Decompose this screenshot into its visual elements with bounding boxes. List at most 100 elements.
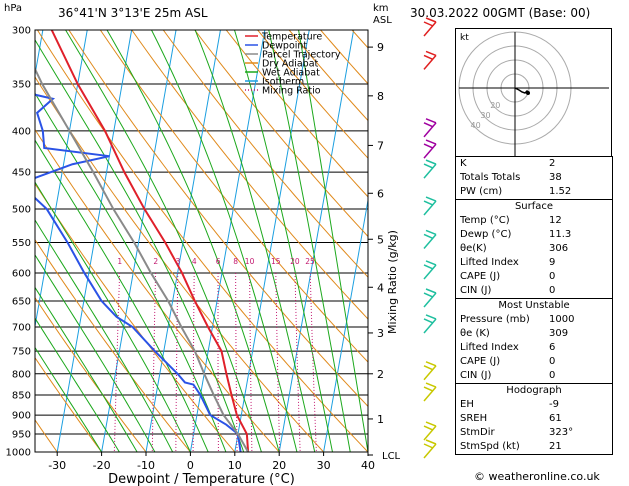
mixing-ratio-line: [249, 272, 253, 452]
dry-adiabat-line: [257, 30, 368, 159]
mixing-ratio-label: 15: [271, 257, 281, 266]
wind-barb: [423, 196, 437, 216]
surface-title: Surface: [514, 201, 554, 212]
stat-row: Pressure (mb) 1000: [456, 313, 612, 327]
dewpoint-series: [35, 93, 242, 452]
stat-value: 6: [549, 342, 556, 353]
pressure-tick-label: 750: [12, 347, 31, 358]
wet-adiabat-line: [298, 30, 368, 452]
dry-adiabat-line: [99, 30, 368, 363]
stat-row: PW (cm) 1.52: [456, 185, 612, 199]
mixing-ratio-label: 2: [153, 257, 158, 266]
dry-adiabat-line: [68, 30, 368, 408]
wind-barb: [423, 50, 437, 70]
most-unstable-title: Most Unstable: [498, 300, 570, 311]
wet-adiabat-line: [106, 30, 280, 452]
mixing-ratio-label: 8: [233, 257, 238, 266]
x-axis-label: Dewpoint / Temperature (°C): [108, 472, 295, 486]
wet-adiabat-line: [194, 30, 316, 452]
pressure-tick-label: 350: [12, 80, 31, 91]
wind-barb: [423, 421, 437, 441]
dry-adiabat-line: [35, 182, 236, 452]
mixing-ratio-line: [113, 272, 121, 452]
stat-label: StmSpd (kt): [460, 441, 520, 452]
mixing-ratio-axis-label: Mixing Ratio (g/kg): [386, 230, 399, 334]
stat-label: CAPE (J): [460, 271, 501, 282]
stat-label: Temp (°C): [460, 215, 510, 226]
stat-label: CIN (J): [460, 285, 492, 296]
location-label: 36°41'N 3°13'E 25m ASL: [58, 6, 208, 20]
hodograph-ring-label: 40: [471, 121, 481, 130]
hodograph-ring-label: 30: [480, 111, 490, 120]
pressure-tick-label: 400: [12, 126, 31, 137]
wet-adiabat-line: [35, 254, 156, 452]
pressure-tick-label: 1000: [6, 448, 31, 459]
mixing-ratio-label: 20: [290, 257, 300, 266]
pressure-tick-label: 600: [12, 268, 31, 279]
legend-entry: Isotherm: [262, 77, 304, 88]
wind-barb: [423, 361, 437, 381]
pressure-tick-label: 850: [12, 391, 31, 402]
stat-value: -9: [549, 399, 559, 410]
km-tick-label: 2: [377, 368, 384, 381]
mixing-ratio-line: [235, 272, 238, 452]
stat-value: 61: [549, 413, 562, 424]
isotherm-line: [189, 30, 266, 452]
stat-row: Totals Totals 38: [456, 171, 612, 185]
dry-adiabat-line: [36, 30, 368, 452]
x-tick-label: 20: [272, 459, 286, 472]
isotherm-line: [145, 30, 221, 452]
mixing-ratio-label: 3: [176, 257, 181, 266]
km-tick-label: 3: [377, 327, 384, 340]
pressure-tick-label: 800: [12, 369, 31, 380]
mixing-ratio-line: [192, 272, 195, 452]
pressure-tick-label: 650: [12, 297, 31, 308]
stat-row: StmDir 323°: [456, 426, 612, 440]
dry-adiabat-line: [35, 238, 191, 452]
stat-value: 1.52: [549, 186, 572, 197]
wind-barb: [423, 139, 437, 159]
mixing-ratio-label: 6: [216, 257, 221, 266]
stat-label: PW (cm): [460, 186, 503, 197]
km-tick-label: 9: [377, 41, 384, 54]
stat-label: CAPE (J): [460, 356, 501, 367]
mixing-ratio-line: [151, 272, 157, 452]
pressure-tick-label: 550: [12, 238, 31, 249]
pressure-tick-label: 500: [12, 205, 31, 216]
km-tick-label: 7: [377, 139, 384, 152]
stat-row: θe(K) 306: [456, 242, 612, 256]
dry-adiabat-line: [35, 128, 280, 452]
copyright-footer: © weatheronline.co.uk: [474, 470, 600, 483]
wet-adiabat-line: [65, 30, 262, 452]
km-tick-label: 5: [377, 233, 384, 246]
isotherm-line: [234, 30, 310, 452]
isotherm-line: [278, 30, 355, 452]
pressure-tick-label: 900: [12, 411, 31, 422]
stat-row: Lifted Index 6: [456, 341, 612, 355]
x-tick-label: 0: [187, 459, 194, 472]
hodograph-stats-title: Hodograph: [506, 385, 562, 396]
stat-row: SREH 61: [456, 412, 612, 426]
isotherm-line: [323, 197, 368, 452]
plot-frame: [34, 29, 369, 453]
wet-adiabat-line: [35, 219, 174, 452]
x-tick-label: -20: [93, 459, 111, 472]
isotherm-line: [101, 30, 177, 452]
mixing-ratio-label: 1: [117, 257, 122, 266]
stat-label: CIN (J): [460, 370, 492, 381]
wind-barb: [423, 288, 437, 308]
stat-value: 0: [549, 370, 556, 381]
wet-adiabat-line: [35, 286, 138, 452]
stat-row: CIN (J) 0: [456, 284, 612, 298]
dry-adiabat-line: [35, 296, 147, 452]
mixing-ratio-line: [309, 272, 317, 452]
stat-label: K: [460, 158, 467, 169]
wind-barb: [423, 260, 437, 280]
stat-value: 2: [549, 158, 556, 169]
stat-row: EH -9: [456, 398, 612, 412]
stat-value: 11.3: [549, 229, 572, 240]
x-tick-label: 10: [228, 459, 242, 472]
stat-label: θe(K): [460, 243, 487, 254]
